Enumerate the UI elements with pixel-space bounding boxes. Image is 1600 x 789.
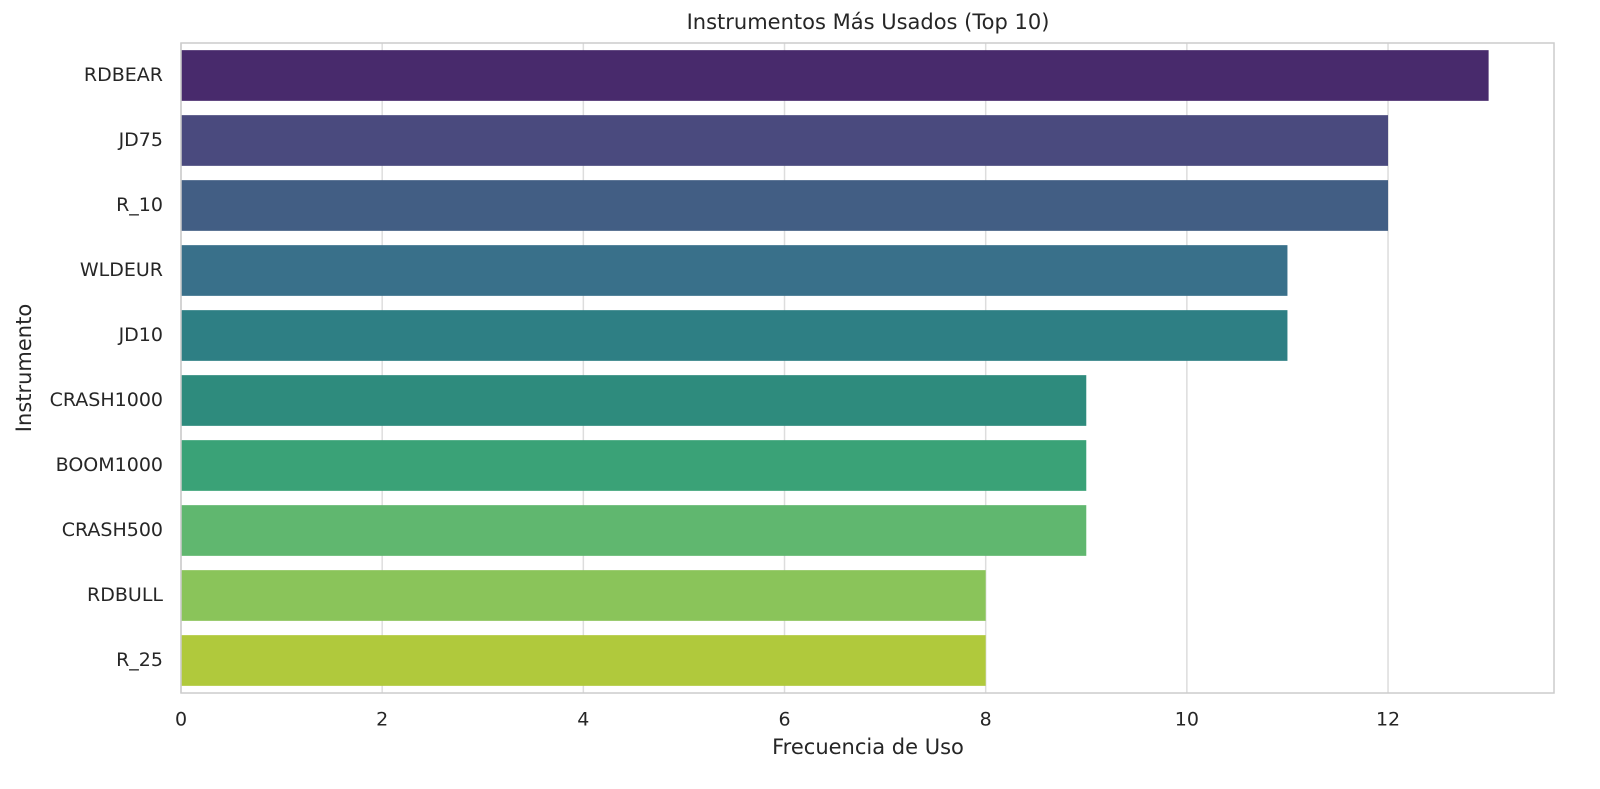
x-tick-label: 4 <box>577 709 589 731</box>
x-tick-label: 8 <box>980 709 992 731</box>
y-tick-label: BOOM1000 <box>56 454 163 476</box>
x-tick-label: 6 <box>778 709 790 731</box>
y-tick-label: RDBEAR <box>84 64 163 86</box>
x-axis-label: Frecuencia de Uso <box>772 735 964 759</box>
x-tick-label: 2 <box>376 709 388 731</box>
bar <box>181 635 986 686</box>
y-tick-label: CRASH1000 <box>50 389 163 411</box>
y-tick-label: JD10 <box>118 324 163 346</box>
chart-title: Instrumentos Más Usados (Top 10) <box>687 10 1050 34</box>
bar <box>181 115 1389 166</box>
bar <box>181 50 1489 101</box>
bar <box>181 310 1288 361</box>
y-tick-label: RDBULL <box>87 584 163 606</box>
bar <box>181 440 1087 491</box>
plot-frame <box>180 42 1555 694</box>
bar <box>181 375 1087 426</box>
x-tick-label: 12 <box>1376 709 1400 731</box>
x-tick-label: 0 <box>175 709 187 731</box>
y-tick-label: JD75 <box>118 129 163 151</box>
bar <box>181 505 1087 556</box>
y-axis-label: Instrumento <box>12 304 36 432</box>
y-tick-label: R_25 <box>116 649 163 671</box>
x-tick-label: 10 <box>1175 709 1199 731</box>
y-tick-label: CRASH500 <box>62 519 163 541</box>
bar <box>181 570 986 621</box>
y-tick-label: R_10 <box>116 194 163 216</box>
y-tick-label: WLDEUR <box>80 259 163 281</box>
bars <box>181 50 1489 686</box>
bar <box>181 245 1288 296</box>
bar <box>181 180 1389 231</box>
